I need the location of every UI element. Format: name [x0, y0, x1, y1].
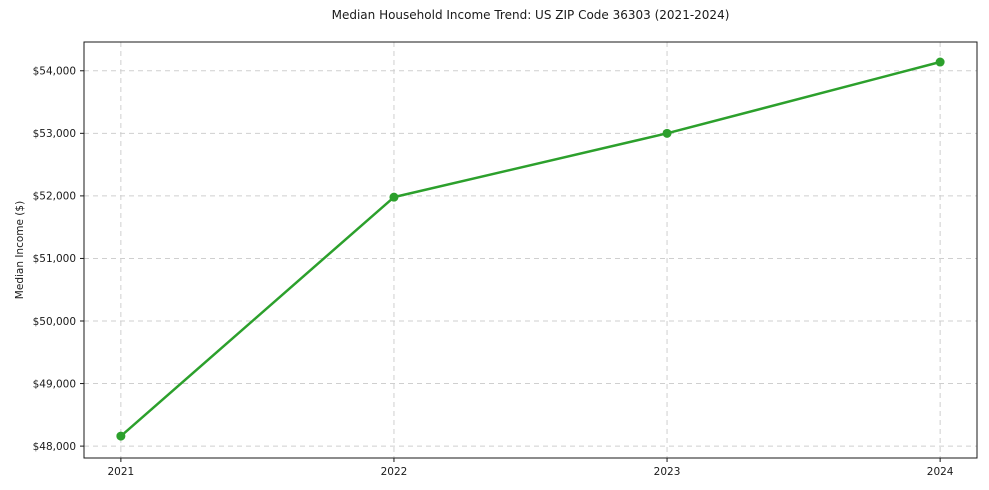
- x-tick-label: 2024: [927, 466, 954, 478]
- y-tick-label: $53,000: [33, 128, 76, 140]
- data-point: [662, 128, 672, 138]
- x-tick-label: 2023: [654, 466, 681, 478]
- plot-border: [83, 41, 978, 459]
- data-point: [389, 192, 399, 202]
- y-tick-label: $48,000: [33, 441, 76, 453]
- data-line: [119, 60, 942, 438]
- data-point: [116, 431, 126, 441]
- x-tick-label: 2022: [381, 466, 408, 478]
- y-tick-label: $54,000: [33, 66, 76, 78]
- data-point: [935, 57, 945, 67]
- y-tick-label: $52,000: [33, 191, 76, 203]
- y-tick-label: $50,000: [33, 316, 76, 328]
- chart-title: Median Household Income Trend: US ZIP Co…: [331, 8, 730, 22]
- x-tick-label: 2021: [107, 466, 134, 478]
- y-tick-label: $51,000: [33, 253, 76, 265]
- y-tick-label: $49,000: [33, 378, 76, 390]
